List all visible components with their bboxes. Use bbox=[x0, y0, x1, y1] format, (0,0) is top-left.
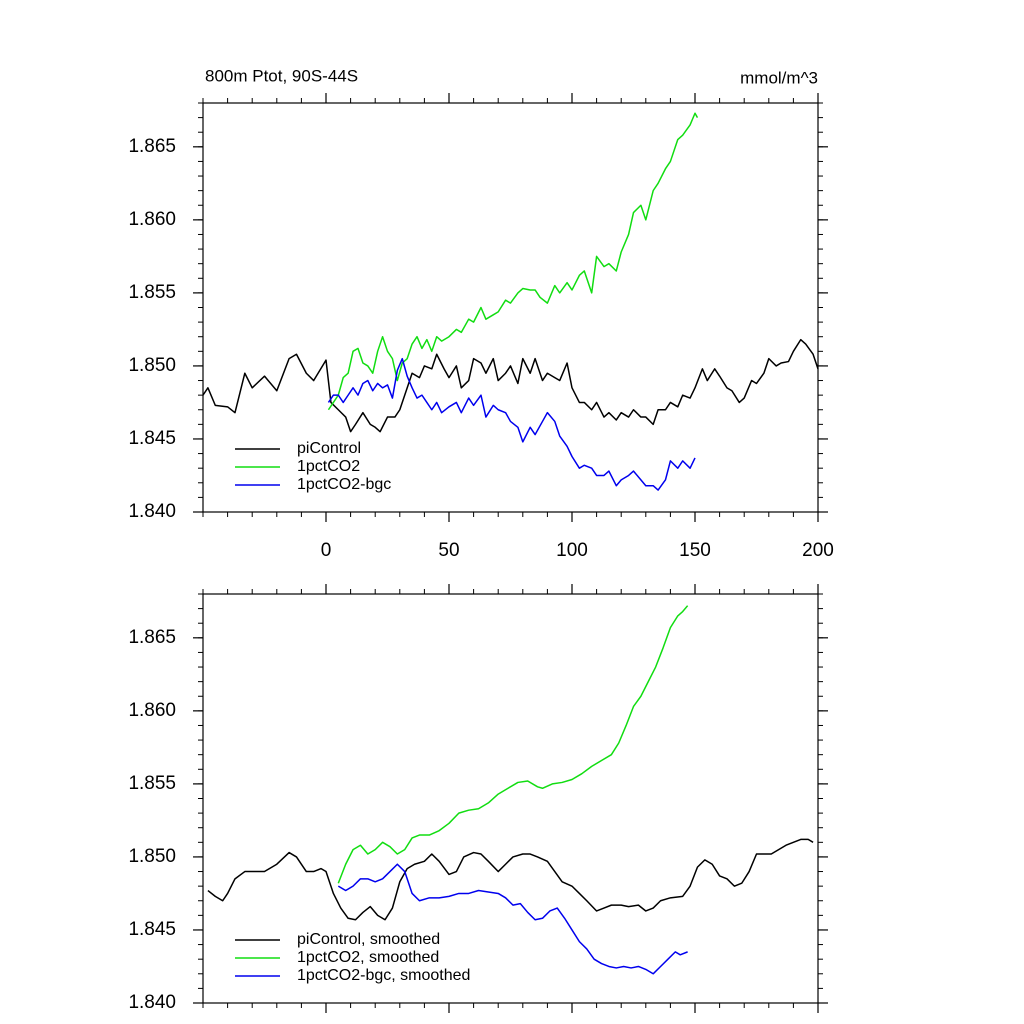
y-tick-label: 1.865 bbox=[128, 627, 176, 648]
y-tick-label: 1.860 bbox=[128, 209, 176, 230]
plot-frame bbox=[202, 593, 819, 1004]
series-line bbox=[207, 838, 814, 921]
y-tick-label: 1.850 bbox=[128, 846, 176, 867]
y-tick-label: 1.845 bbox=[128, 919, 176, 940]
series-line bbox=[327, 357, 696, 491]
y-tick-label: 1.865 bbox=[128, 136, 176, 157]
y-tick-label: 1.855 bbox=[128, 773, 176, 794]
y-tick-label: 1.855 bbox=[128, 282, 176, 303]
series-line bbox=[202, 338, 819, 433]
legend-label: 1pctCO2, smoothed bbox=[297, 949, 439, 966]
legend-label: 1pctCO2 bbox=[297, 458, 360, 475]
units-label: mmol/m^3 bbox=[740, 68, 818, 87]
x-tick-label: 150 bbox=[679, 540, 711, 561]
y-tick-label: 1.840 bbox=[128, 501, 176, 522]
x-tick-label: 100 bbox=[556, 540, 588, 561]
y-tick-label: 1.850 bbox=[128, 355, 176, 376]
x-tick-label: 50 bbox=[438, 540, 459, 561]
chart-title: 800m Ptot, 90S-44S bbox=[205, 66, 358, 85]
y-tick-label: 1.840 bbox=[128, 992, 176, 1013]
legend-label: 1pctCO2-bgc bbox=[297, 476, 391, 493]
y-tick-label: 1.845 bbox=[128, 428, 176, 449]
legend-label: 1pctCO2-bgc, smoothed bbox=[297, 967, 470, 984]
series-line bbox=[327, 112, 699, 411]
x-tick-label: 200 bbox=[802, 540, 834, 561]
y-tick-label: 1.860 bbox=[128, 700, 176, 721]
legend-label: piControl, smoothed bbox=[297, 931, 440, 948]
series-line bbox=[337, 863, 688, 975]
plot-frame bbox=[202, 102, 819, 513]
legend-label: piControl bbox=[297, 440, 361, 457]
x-tick-label: 0 bbox=[321, 540, 332, 561]
series-line bbox=[337, 605, 689, 884]
